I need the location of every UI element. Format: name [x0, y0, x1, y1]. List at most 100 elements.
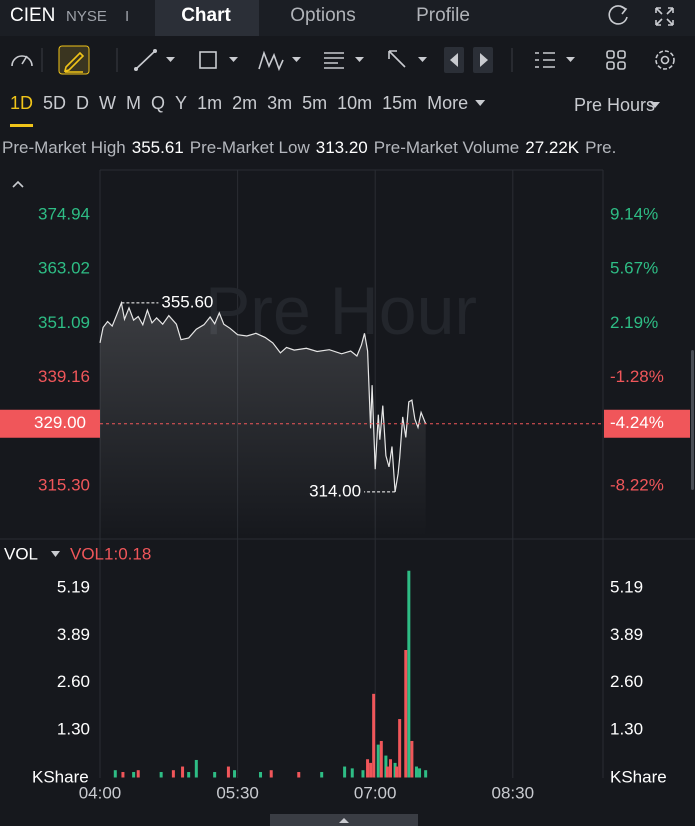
scrollbar: [691, 350, 694, 490]
volume-bar: [171, 770, 175, 778]
stat-label: Pre-Market Low: [190, 138, 311, 157]
volume-bar: [407, 570, 411, 778]
volume-bar: [404, 650, 408, 778]
volume-bar: [259, 772, 263, 778]
x-tick-label: 04:00: [79, 783, 122, 802]
arrow-tool[interactable]: [388, 50, 427, 68]
tab[interactable]: Chart: [181, 5, 231, 26]
period-option[interactable]: 3m: [267, 93, 292, 113]
volume-label: VOL: [4, 544, 38, 563]
price-area: [100, 302, 426, 538]
y2-tick-label: 5.19: [610, 577, 643, 596]
volume-bar: [343, 766, 347, 778]
pattern-tool[interactable]: [258, 50, 301, 72]
header-bar: [0, 0, 695, 36]
dropdown-arrow[interactable]: [51, 551, 60, 557]
period-option[interactable]: D: [76, 93, 89, 113]
collapse-icon[interactable]: [12, 180, 24, 188]
prev-button[interactable]: [444, 47, 464, 73]
y-tick-label: 363.02: [38, 259, 90, 278]
volume-bar: [297, 772, 301, 778]
x-tick-label: 07:00: [354, 783, 397, 802]
volume-bar: [132, 772, 136, 778]
volume-bar: [350, 768, 354, 778]
stats-line: Pre-Market High 355.61 Pre-Market Low 313.2…: [2, 138, 616, 157]
volume-bar: [424, 770, 428, 778]
session-selector[interactable]: Pre Hours: [574, 95, 655, 115]
y2-tick-label: 2.60: [610, 672, 643, 691]
period-option[interactable]: M: [126, 93, 141, 113]
gauge-icon[interactable]: [11, 55, 33, 67]
volume-bar: [384, 755, 388, 778]
volume-bar: [320, 772, 324, 778]
period-option[interactable]: 1D: [10, 93, 33, 113]
y2-tick-label: -1.28%: [610, 367, 664, 386]
stat-value: 313.20: [316, 138, 368, 157]
grid-icon[interactable]: [606, 50, 626, 70]
period-option[interactable]: Q: [151, 93, 165, 113]
price-line: [99, 300, 427, 492]
volume-bar: [379, 740, 383, 778]
x-tick-label: 05:30: [216, 783, 259, 802]
volume-bar: [369, 762, 373, 778]
period-option[interactable]: Y: [175, 93, 187, 113]
volume-bar: [385, 766, 389, 778]
next-button[interactable]: [473, 47, 493, 73]
volume-bar: [372, 693, 376, 778]
dropdown-arrow: [475, 100, 486, 106]
expand-icon[interactable]: [655, 7, 674, 26]
volume-bar: [410, 740, 414, 778]
period-option[interactable]: 2m: [232, 93, 257, 113]
period-option[interactable]: 1m: [197, 93, 222, 113]
refresh-icon[interactable]: [608, 5, 628, 25]
stat-value: 355.61: [132, 138, 184, 157]
period-option[interactable]: W: [99, 93, 116, 113]
tab[interactable]: Options: [290, 5, 355, 26]
volume-bar: [414, 766, 418, 778]
period-option[interactable]: 15m: [382, 93, 417, 113]
tab[interactable]: Profile: [416, 5, 470, 26]
volume-bar: [159, 772, 163, 778]
volume-bar: [226, 766, 230, 778]
list-icon[interactable]: [535, 52, 575, 68]
volume-bar: [213, 772, 217, 778]
y-tick-label: 5.19: [57, 577, 90, 596]
last-price-label: 329.00: [34, 413, 86, 432]
volume-bar: [398, 719, 402, 778]
volume-indicator: VOL1:0.18: [70, 544, 151, 563]
volume-bar: [181, 766, 185, 778]
volume-chart: 1.30 1.30 2.60 2.60 3.89 3.89 5.19 5.19: [57, 570, 643, 778]
last-pct-label: -4.24%: [610, 413, 664, 432]
volume-bar: [194, 759, 198, 778]
stat-label: Pre-Market Volume: [374, 138, 520, 157]
line-tool[interactable]: [134, 49, 175, 71]
settings-icon[interactable]: [655, 50, 675, 70]
toolbar: [11, 45, 675, 75]
period-option[interactable]: More: [427, 93, 468, 113]
y-tick-label: 3.89: [57, 625, 90, 644]
selected-underline: [10, 124, 34, 127]
y2-tick-label: 1.30: [610, 719, 643, 738]
period-option[interactable]: 5D: [43, 93, 66, 113]
volume-bar: [393, 762, 397, 778]
period-option[interactable]: 10m: [337, 93, 372, 113]
ticker: CIEN: [10, 5, 55, 26]
last-pct-box: [604, 409, 690, 438]
period-selector: 1D 5D D W M Q Y 1m 2m 3m 5m 10m 15m More: [10, 93, 486, 127]
scroll-handle[interactable]: [270, 814, 418, 826]
price-annotation: 355.60: [161, 292, 213, 311]
volume-bar: [366, 759, 370, 778]
period-option[interactable]: 5m: [302, 93, 327, 113]
last-price-box: [0, 409, 100, 438]
rect-tool[interactable]: [199, 51, 238, 69]
volume-bar: [418, 768, 422, 778]
dropdown-arrow: [650, 102, 660, 108]
y-tick-label: 2.60: [57, 672, 90, 691]
y-tick-label: 351.09: [38, 313, 90, 332]
volume-bar: [376, 744, 380, 778]
pencil-icon: [63, 51, 85, 73]
stat-label: Pre.: [585, 138, 616, 157]
fib-tool[interactable]: [324, 52, 364, 69]
volume-bar: [113, 770, 117, 778]
